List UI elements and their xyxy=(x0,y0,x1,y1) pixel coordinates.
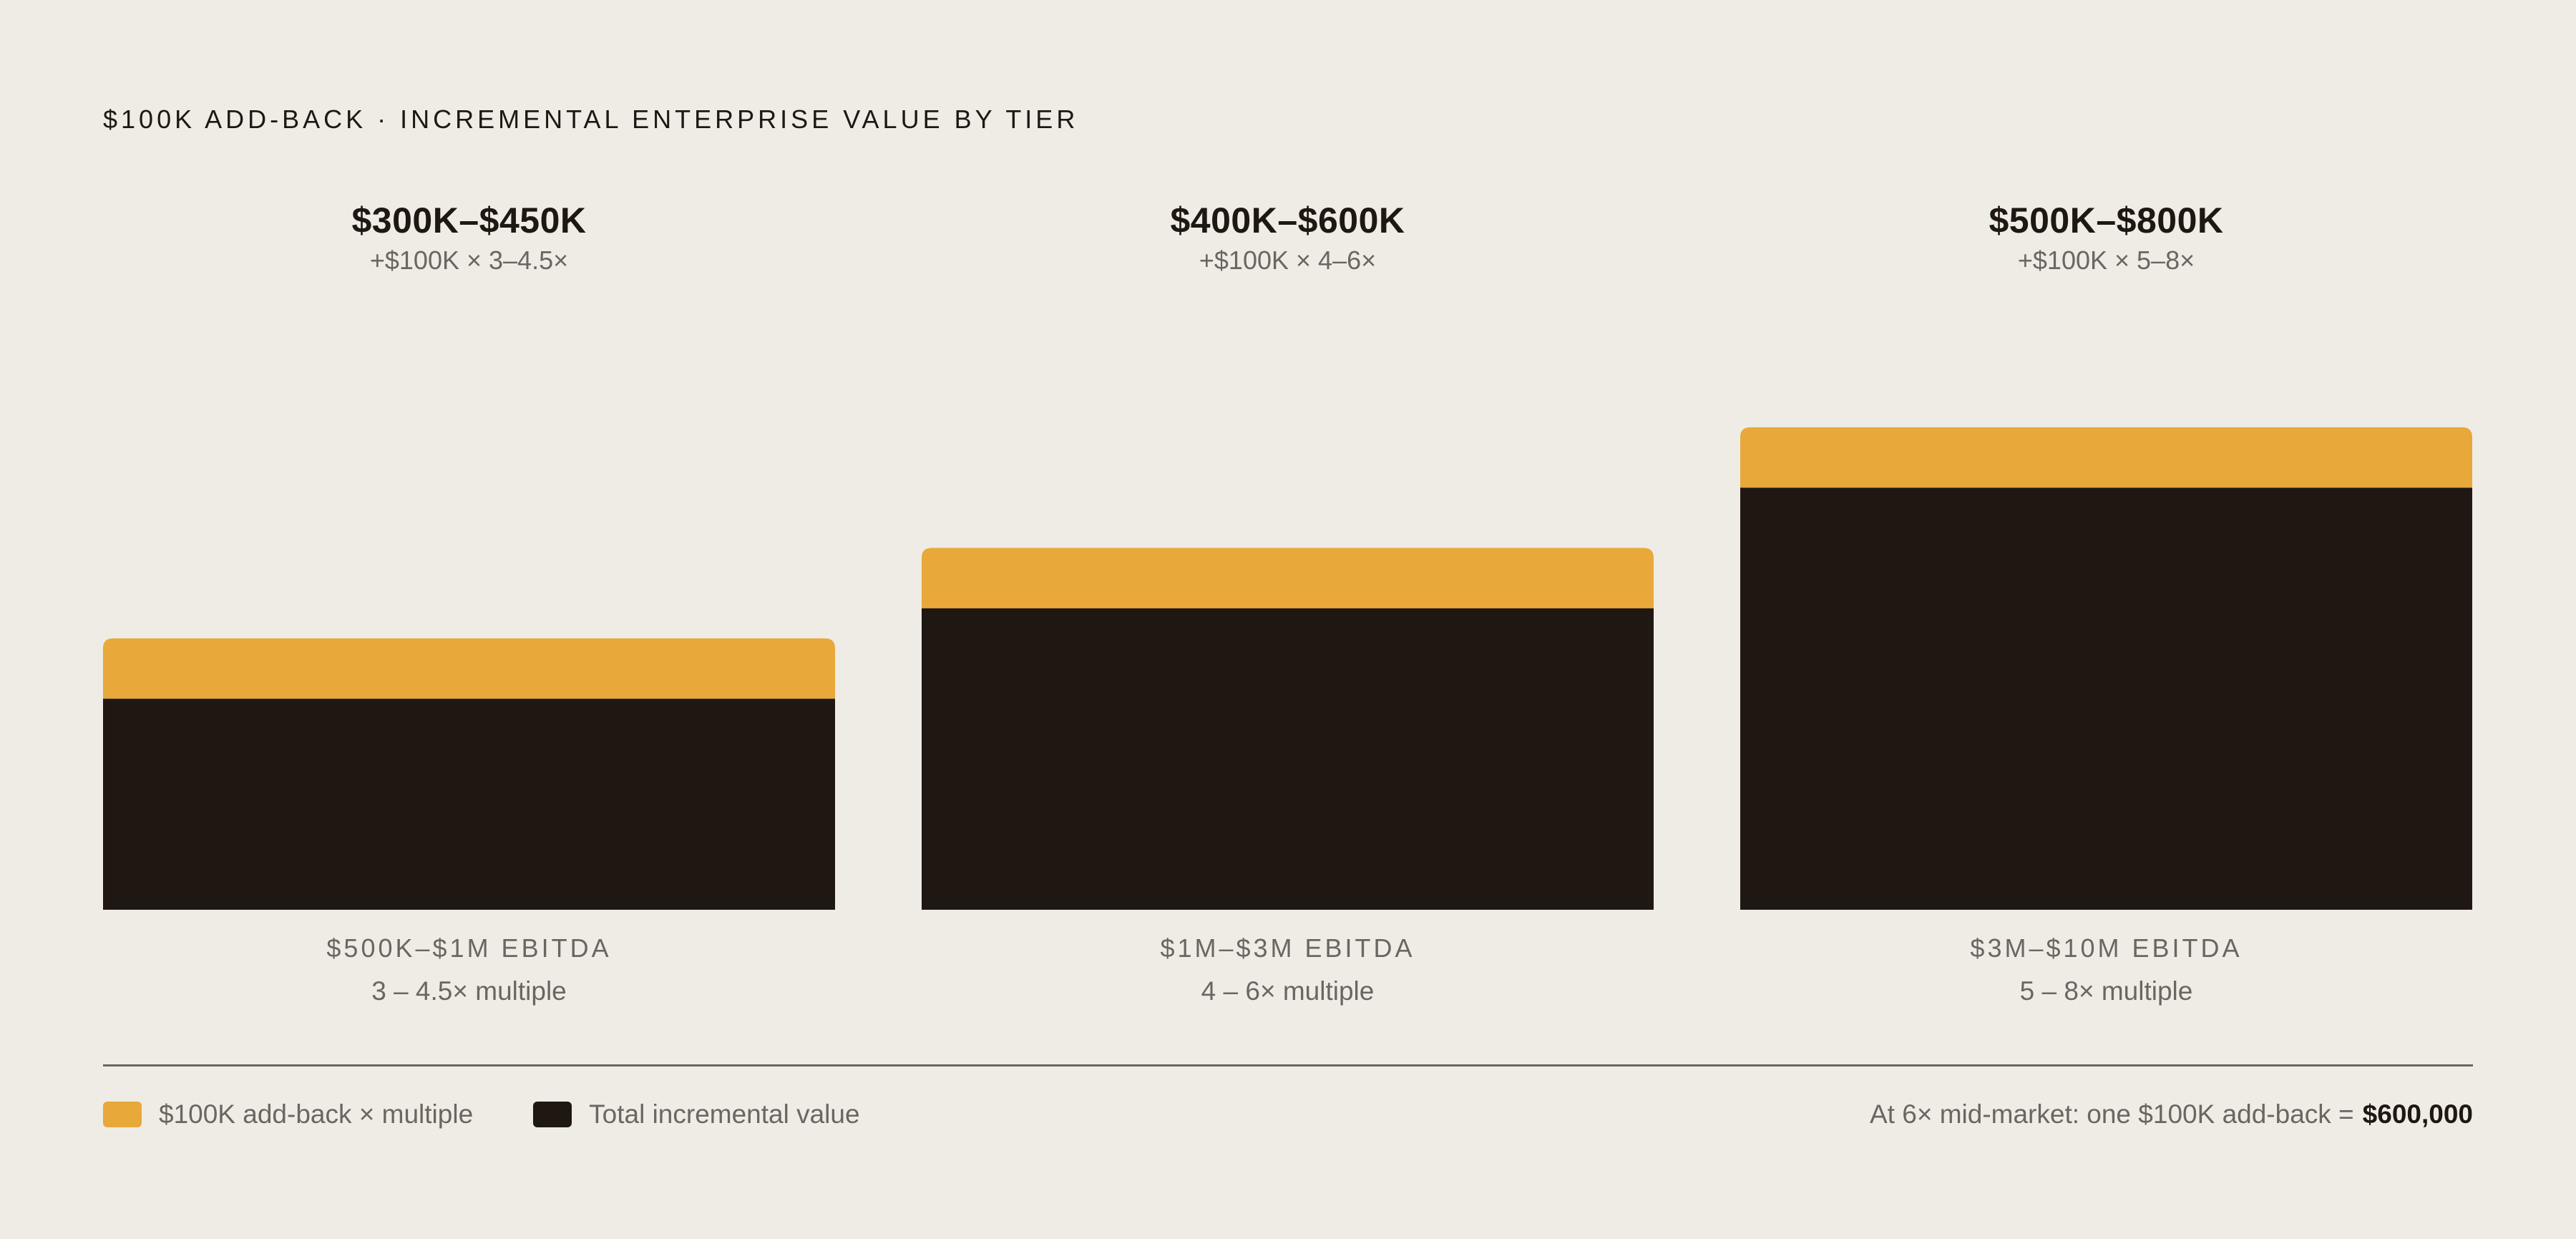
column-header-1: $300K–$450K +$100K × 3–4.5× xyxy=(103,199,835,276)
bar-addback-1 xyxy=(103,638,835,699)
chart-title: $100K ADD-BACK · INCREMENTAL ENTERPRISE … xyxy=(103,105,1079,134)
midmarket-note-value: $600,000 xyxy=(2362,1099,2473,1129)
bar-addback-3 xyxy=(1740,427,2472,488)
legend-label-addback: $100K add-back × multiple xyxy=(159,1099,474,1129)
tier-label: $3M–$10M EBITDA xyxy=(1970,933,2243,963)
legend-item-addback: $100K add-back × multiple xyxy=(103,1099,473,1129)
tier-label: $500K–$1M EBITDA xyxy=(326,933,612,963)
formula-label: +$100K × 5–8× xyxy=(2017,246,2195,275)
formula-label: +$100K × 4–6× xyxy=(1199,246,1377,275)
bar-total-1 xyxy=(103,699,835,910)
column-header-2: $400K–$600K +$100K × 4–6× xyxy=(922,199,1654,276)
column-footer-1: $500K–$1M EBITDA 3 – 4.5× multiple xyxy=(103,933,835,1007)
value-range-label: $300K–$450K xyxy=(351,200,587,240)
legend-divider xyxy=(103,1064,2473,1066)
column-footer-3: $3M–$10M EBITDA 5 – 8× multiple xyxy=(1740,933,2472,1007)
multiple-label: 4 – 6× multiple xyxy=(1201,976,1375,1006)
legend-item-total: Total incremental value xyxy=(533,1099,860,1129)
formula-label: +$100K × 3–4.5× xyxy=(369,246,569,275)
legend-label-total: Total incremental value xyxy=(589,1099,860,1129)
bar-total-3 xyxy=(1740,487,2472,910)
value-range-label: $400K–$600K xyxy=(1170,200,1405,240)
column-header-3: $500K–$800K +$100K × 5–8× xyxy=(1740,199,2472,276)
value-range-label: $500K–$800K xyxy=(1989,200,2224,240)
midmarket-note-text: At 6× mid-market: one $100K add-back = xyxy=(1870,1099,2354,1129)
legend-swatch-total xyxy=(533,1102,572,1127)
midmarket-note: At 6× mid-market: one $100K add-back = $… xyxy=(1870,1097,2473,1132)
bar-addback-2 xyxy=(922,548,1654,608)
legend: $100K add-back × multiple Total incremen… xyxy=(103,1097,920,1132)
tier-label: $1M–$3M EBITDA xyxy=(1160,933,1415,963)
multiple-label: 3 – 4.5× multiple xyxy=(371,976,567,1006)
bar-total-2 xyxy=(922,608,1654,910)
column-footer-2: $1M–$3M EBITDA 4 – 6× multiple xyxy=(922,933,1654,1007)
legend-swatch-addback xyxy=(103,1102,142,1127)
multiple-label: 5 – 8× multiple xyxy=(2019,976,2193,1006)
